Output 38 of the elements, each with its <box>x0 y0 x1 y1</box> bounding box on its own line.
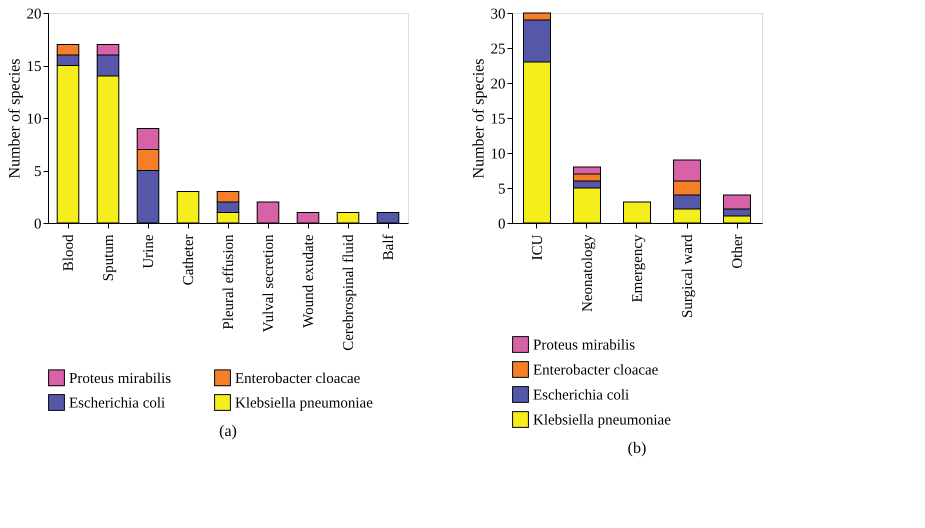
y-tick-label: 30 <box>490 6 506 22</box>
x-tick-label: Blood <box>61 234 77 272</box>
y-tick-label: 5 <box>34 164 42 180</box>
x-tick-label: Emergency <box>630 234 646 303</box>
y-axis-title: Number of species <box>470 58 488 178</box>
x-tick-label: ICU <box>530 234 546 260</box>
y-tick-label: 15 <box>26 59 42 75</box>
legend-label: Enterobacter cloacae <box>533 362 659 378</box>
x-tick-label: Balf <box>381 234 397 260</box>
legend-label: Proteus mirabilis <box>69 370 172 387</box>
text: (a) <box>219 423 237 440</box>
legend-label: Klebsiella pneumoniae <box>235 396 374 412</box>
y-tick-label: 5 <box>498 182 506 198</box>
x-tick-label: Surgical ward <box>680 234 696 318</box>
x-tick-label: Urine <box>141 234 157 269</box>
y-tick-label: 20 <box>490 76 506 92</box>
legend-label: Escherichia coli <box>533 388 630 404</box>
legend-label: Enterobacter cloacae <box>235 370 361 387</box>
y-tick-label: 10 <box>490 146 506 162</box>
x-tick-label: Other <box>730 234 746 269</box>
y-tick-label: 15 <box>490 112 506 128</box>
x-tick-label: Sputum <box>101 234 117 282</box>
y-tick-label: 25 <box>490 42 506 58</box>
y-tick-label: 0 <box>498 216 506 232</box>
x-tick-label: Vulval secretion <box>261 234 277 332</box>
legend-label: Proteus mirabilis <box>533 338 636 354</box>
y-tick-label: 0 <box>34 216 42 232</box>
x-tick-label: Catheter <box>181 234 197 286</box>
legend-label: Klebsiella pneumoniae <box>533 412 672 428</box>
x-tick-label: Pleural effusion <box>221 234 237 330</box>
x-tick-label: Neonatology <box>580 234 596 312</box>
x-tick-label: Cerebrospinal fluid <box>341 234 357 351</box>
x-tick-label: Wound exudate <box>301 234 317 328</box>
text: (b) <box>628 440 646 457</box>
y-tick-label: 20 <box>26 6 42 22</box>
y-tick-label: 10 <box>26 112 42 128</box>
legend-label: Escherichia coli <box>69 396 166 412</box>
y-axis-title: Number of species <box>6 58 24 178</box>
